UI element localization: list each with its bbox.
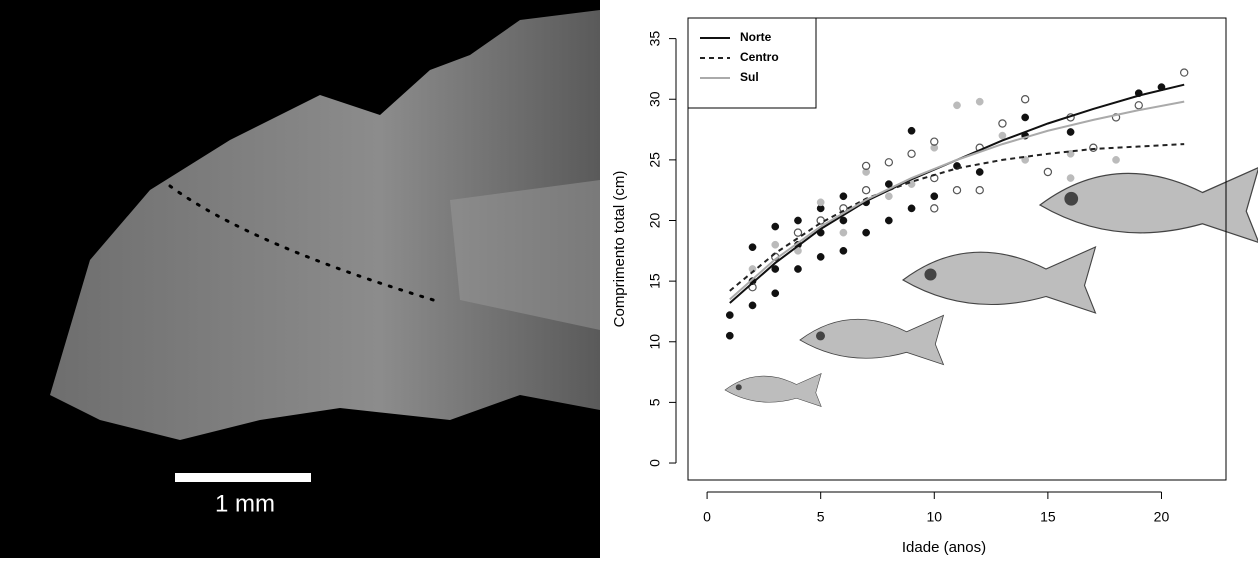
data-point [772, 223, 779, 230]
data-point [772, 290, 779, 297]
data-point [840, 217, 847, 224]
data-point [999, 132, 1006, 139]
data-point [908, 205, 915, 212]
figure: 1 mm Idade (anos) Comprimento total (cm)… [0, 0, 1258, 558]
data-point [794, 229, 801, 236]
data-point [817, 199, 824, 206]
data-point [953, 102, 960, 109]
data-point [1090, 144, 1097, 151]
data-point [863, 187, 870, 194]
scale-label: 1 mm [215, 490, 275, 517]
x-tick-label: 15 [1040, 509, 1056, 525]
data-point [953, 187, 960, 194]
x-tick-label: 0 [703, 509, 711, 525]
data-point [885, 181, 892, 188]
data-point [1067, 128, 1074, 135]
data-point [931, 193, 938, 200]
fish-illustrations [725, 168, 1258, 407]
data-point [840, 247, 847, 254]
data-point [1112, 156, 1119, 163]
data-point [1135, 102, 1142, 109]
data-point [885, 159, 892, 166]
data-point [749, 302, 756, 309]
y-tick-label: 5 [647, 398, 663, 406]
data-point [863, 229, 870, 236]
data-point [931, 205, 938, 212]
y-tick-label: 0 [647, 459, 663, 467]
data-point [1067, 174, 1074, 181]
y-tick-label: 25 [647, 152, 663, 168]
data-point [772, 241, 779, 248]
data-point [840, 193, 847, 200]
data-point [976, 187, 983, 194]
data-point [817, 217, 824, 224]
x-tick-label: 5 [817, 509, 825, 525]
data-point [840, 229, 847, 236]
y-tick-label: 10 [647, 334, 663, 350]
y-tick-label: 35 [647, 31, 663, 47]
x-tick-label: 10 [926, 509, 942, 525]
legend-label: Centro [740, 50, 779, 64]
y-tick-label: 20 [647, 213, 663, 229]
y-tick-label: 15 [647, 273, 663, 289]
data-point [817, 253, 824, 260]
legend-label: Norte [740, 30, 772, 44]
data-point [885, 193, 892, 200]
data-point [749, 244, 756, 251]
data-point [999, 120, 1006, 127]
data-point [1181, 69, 1188, 76]
data-point [1022, 96, 1029, 103]
y-tick-label: 30 [647, 91, 663, 107]
y-axis-title: Comprimento total (cm) [611, 171, 628, 328]
data-point [726, 311, 733, 318]
data-point [908, 150, 915, 157]
data-point [1022, 114, 1029, 121]
data-point [908, 127, 915, 134]
data-point [726, 332, 733, 339]
x-axis-title: Idade (anos) [902, 539, 986, 556]
data-point [885, 217, 892, 224]
data-point [794, 265, 801, 272]
scale-bar [175, 473, 311, 482]
x-tick-label: 20 [1154, 509, 1170, 525]
data-point [976, 168, 983, 175]
legend-label: Sul [740, 70, 759, 84]
data-point [794, 217, 801, 224]
data-point [976, 98, 983, 105]
data-point [1044, 168, 1051, 175]
